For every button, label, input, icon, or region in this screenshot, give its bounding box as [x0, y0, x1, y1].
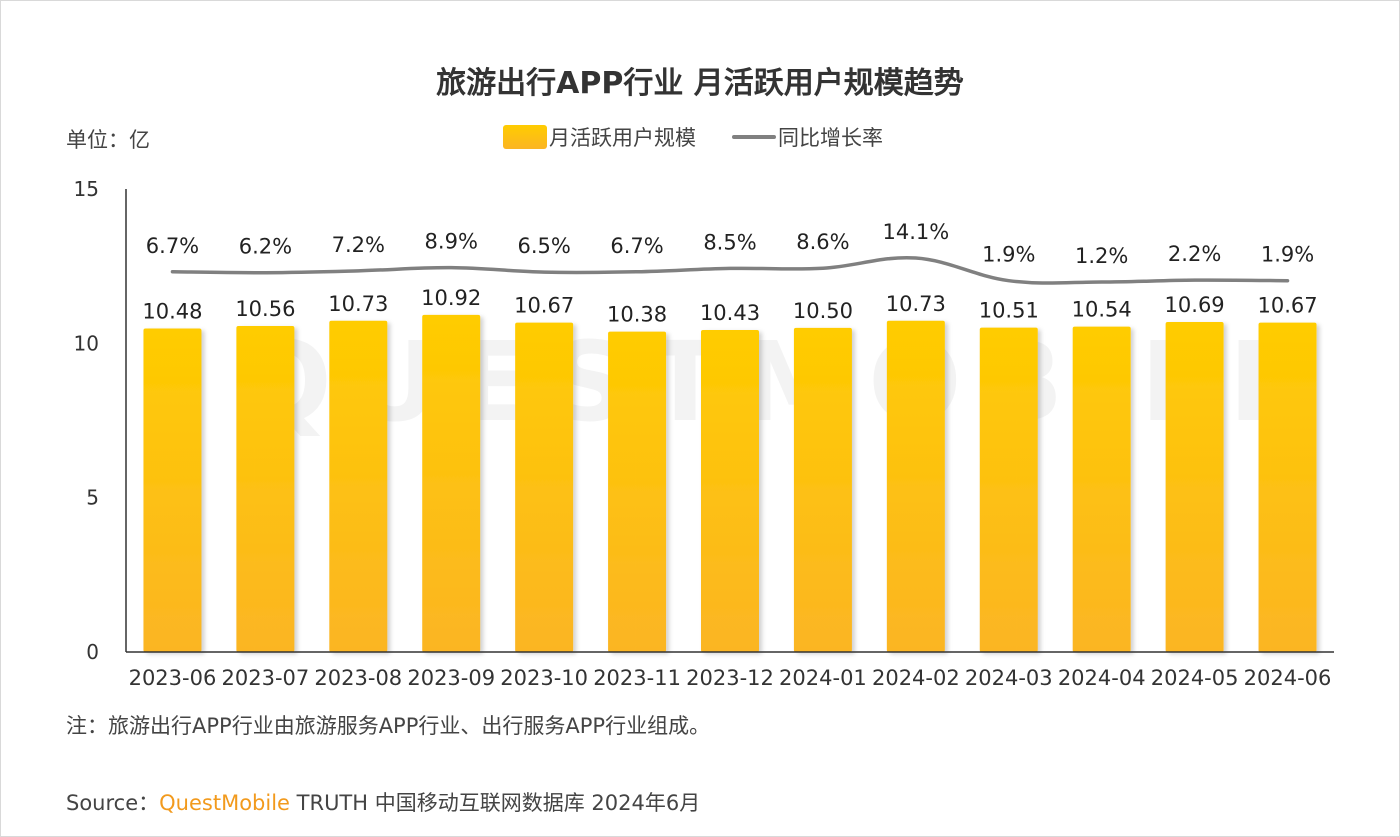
bar-2024-04	[1072, 326, 1131, 652]
bar-value-label: 10.38	[607, 303, 667, 327]
legend-line-label: 同比增长率	[778, 126, 883, 150]
x-tick-label: 2023-06	[129, 666, 217, 690]
bar-2024-01	[793, 327, 852, 652]
bar-value-label: 10.67	[514, 294, 574, 318]
bar-2024-05	[1165, 322, 1224, 652]
growth-rate-label: 8.9%	[425, 230, 478, 254]
growth-rate-line	[170, 255, 1290, 285]
bar-value-label: 10.69	[1165, 293, 1225, 317]
legend-bar-swatch	[503, 125, 547, 149]
growth-rate-label: 8.5%	[703, 230, 756, 254]
y-tick-label: 5	[86, 486, 99, 510]
bar-2023-06	[143, 328, 202, 652]
bar-2024-06	[1258, 322, 1317, 652]
x-tick-label: 2024-01	[779, 666, 867, 690]
bar-2023-12	[701, 330, 759, 652]
bar-2024-03	[979, 327, 1038, 652]
x-tick-label: 2023-08	[314, 666, 402, 690]
source-prefix: Source：	[66, 791, 160, 815]
bar-value-label: 10.73	[886, 292, 946, 316]
x-tick-label: 2024-04	[1058, 666, 1146, 690]
bar-value-label: 10.92	[421, 286, 481, 310]
x-tick-label: 2024-06	[1244, 666, 1332, 690]
bar-value-label: 10.43	[700, 301, 760, 325]
chart-title: 旅游出行APP行业 月活跃用户规模趋势	[436, 66, 964, 101]
growth-rate-label: 1.2%	[1075, 244, 1128, 268]
bar-2023-10	[515, 322, 574, 652]
x-tick-label: 2023-12	[686, 666, 774, 690]
growth-rate-label: 6.7%	[146, 234, 199, 258]
bar-value-label: 10.54	[1072, 298, 1132, 322]
y-tick-label: 10	[74, 331, 99, 355]
unit-label: 单位：亿	[66, 128, 150, 152]
x-tick-label: 2023-11	[593, 666, 681, 690]
growth-rate-label: 2.2%	[1168, 242, 1221, 266]
legend-line-swatch	[732, 135, 776, 139]
bar-value-label: 10.50	[793, 299, 853, 323]
x-tick-label: 2023-09	[407, 666, 495, 690]
y-tick-label: 0	[86, 640, 99, 664]
bar-value-label: 10.67	[1257, 294, 1317, 318]
bar-value-label: 10.73	[328, 292, 388, 316]
bar-2023-08	[329, 320, 388, 652]
bar-2023-11	[608, 331, 667, 652]
growth-rate-label: 1.9%	[982, 243, 1035, 267]
bar-value-label: 10.56	[235, 297, 295, 321]
growth-rate-label: 6.5%	[517, 234, 570, 258]
watermark-text: QUESTMOBILE	[238, 318, 1321, 446]
x-tick-label: 2024-03	[965, 666, 1053, 690]
bar-2023-07	[236, 326, 295, 652]
bar-2024-02	[886, 320, 945, 652]
growth-rate-label: 7.2%	[332, 233, 385, 257]
y-tick-label: 15	[74, 177, 99, 201]
growth-rate-label: 1.9%	[1261, 243, 1314, 267]
legend: 月活跃用户规模 同比增长率	[503, 124, 883, 150]
footnote: 注：旅游出行APP行业由旅游服务APP行业、出行服务APP行业组成。	[66, 714, 711, 738]
growth-rate-label: 6.2%	[239, 235, 292, 259]
growth-rate-label: 14.1%	[882, 220, 949, 244]
growth-rate-label: 6.7%	[610, 234, 663, 258]
source-brand: QuestMobile	[159, 791, 290, 815]
source-line: Source：QuestMobile TRUTH 中国移动互联网数据库 2024…	[66, 787, 700, 817]
legend-bar-label: 月活跃用户规模	[549, 126, 696, 150]
bar-2023-09	[422, 314, 481, 652]
x-tick-label: 2024-05	[1151, 666, 1239, 690]
x-tick-label: 2023-07	[222, 666, 310, 690]
x-tick-label: 2023-10	[500, 666, 588, 690]
growth-rate-label: 8.6%	[796, 230, 849, 254]
bar-value-label: 10.51	[979, 299, 1039, 323]
bar-value-label: 10.48	[142, 300, 202, 324]
source-rest: TRUTH 中国移动互联网数据库 2024年6月	[289, 791, 701, 815]
x-tick-label: 2024-02	[872, 666, 960, 690]
